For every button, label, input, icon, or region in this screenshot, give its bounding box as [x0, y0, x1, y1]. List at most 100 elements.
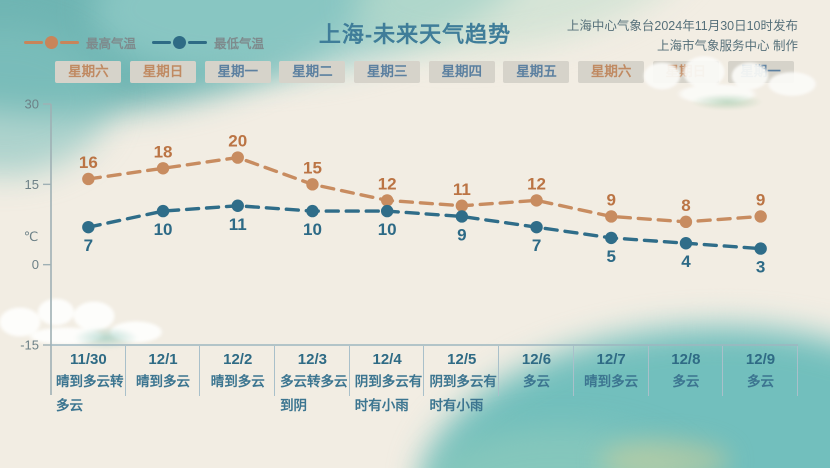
- forecast-date: 11/30: [69, 351, 107, 368]
- high-temp-point: [455, 199, 469, 212]
- high-temp-point: [380, 194, 394, 207]
- weekday-tab-8[interactable]: 星期六: [578, 61, 645, 83]
- high-temp-point: [306, 178, 319, 191]
- high-temp-value-label: 8: [681, 196, 690, 215]
- high-temp-marker-icon: [24, 36, 79, 49]
- table-divider: [348, 346, 350, 396]
- forecast-cell: 12/8 多云: [649, 346, 724, 418]
- weekday-cell: 星期日: [649, 61, 724, 83]
- table-divider: [647, 346, 649, 396]
- low-temp-value-label: 9: [457, 225, 466, 244]
- legend-label: 最低气温: [214, 37, 265, 51]
- weekday-cell: 星期四: [424, 61, 499, 83]
- high-temp-point: [605, 210, 618, 223]
- forecast-date: 12/8: [671, 351, 701, 368]
- weekday-tab-row: 星期六 星期日 星期一 星期二 星期三 星期四 星期五 星期六 星期日 星期一: [51, 61, 798, 83]
- high-temp-point: [231, 151, 244, 164]
- table-divider: [796, 346, 798, 396]
- publisher-maker-line: 上海市气象服务中心 制作: [657, 39, 798, 53]
- forecast-condition: 阴到多云有时有小雨: [429, 374, 497, 413]
- high-temp-value-label: 9: [607, 190, 616, 209]
- y-axis-unit-label: ℃: [24, 229, 39, 244]
- forecast-condition: 晴到多云: [584, 374, 639, 389]
- weekday-tab-3[interactable]: 星期一: [204, 61, 271, 83]
- high-temp-point: [679, 215, 693, 229]
- forecast-date: 12/2: [223, 351, 253, 368]
- weekday-tab-7[interactable]: 星期五: [503, 61, 570, 83]
- weekday-cell: 星期五: [499, 61, 574, 83]
- legend-label: 最高气温: [86, 37, 137, 51]
- forecast-date: 12/7: [596, 351, 626, 368]
- high-temp-value-label: 15: [303, 158, 322, 177]
- weekday-cell: 星期二: [275, 61, 350, 83]
- forecast-condition: 多云: [672, 374, 700, 389]
- low-temp-value-label: 10: [154, 220, 173, 239]
- weekday-tab-1[interactable]: 星期六: [55, 61, 122, 83]
- weekday-tab-9[interactable]: 星期日: [652, 61, 719, 83]
- table-divider: [722, 346, 724, 396]
- legend-item-high-temp[interactable]: 最高气温: [24, 33, 136, 52]
- forecast-date: 12/4: [372, 351, 402, 368]
- forecast-condition: 阴到多云有时有小雨: [354, 374, 423, 413]
- weekday-tab-6[interactable]: 星期四: [428, 61, 495, 83]
- cloud-decoration-bottom-left: [0, 286, 246, 352]
- forecast-condition: 晴到多云: [210, 374, 265, 389]
- forecast-condition: 多云: [522, 374, 550, 389]
- forecast-cell: 12/4 阴到多云有时有小雨: [350, 346, 425, 418]
- high-temp-value-label: 11: [453, 180, 471, 199]
- weekday-tab-2[interactable]: 星期日: [130, 61, 197, 83]
- weekday-cell: 星期六: [51, 61, 126, 83]
- low-temp-value-label: 11: [229, 215, 247, 234]
- weekday-cell: 星期三: [350, 61, 425, 83]
- forecast-cell: 12/3 多云转多云到阴: [275, 346, 350, 418]
- y-axis-tick-label: 0: [32, 257, 39, 272]
- high-temp-value-label: 18: [154, 142, 173, 161]
- forecast-date: 12/5: [447, 351, 477, 368]
- high-temp-value-label: 16: [79, 153, 98, 172]
- forecast-date: 12/3: [297, 351, 327, 368]
- weekday-tab-5[interactable]: 星期三: [354, 61, 421, 83]
- forecast-date: 12/9: [745, 351, 776, 368]
- weekday-tab-10[interactable]: 星期一: [727, 61, 794, 83]
- high-temp-line: [86, 155, 763, 224]
- forecast-cell: 12/2 晴到多云: [200, 346, 276, 418]
- high-temp-point: [82, 172, 95, 186]
- low-temp-value-label: 4: [681, 252, 691, 271]
- legend-item-low-temp[interactable]: 最低气温: [152, 33, 264, 52]
- high-temp-point: [156, 162, 170, 175]
- forecast-condition: 晴到多云: [136, 374, 191, 389]
- high-temp-value-label: 9: [756, 190, 765, 209]
- low-temp-point: [455, 210, 469, 223]
- low-temp-point: [156, 204, 170, 218]
- table-divider: [423, 346, 425, 396]
- high-temp-value-label: 12: [378, 174, 397, 193]
- table-divider: [274, 346, 276, 396]
- forecast-date: 12/6: [521, 351, 552, 368]
- low-temp-point: [380, 204, 394, 218]
- high-temp-point: [754, 210, 767, 223]
- low-temp-value-label: 5: [607, 247, 616, 266]
- low-temp-value-label: 7: [84, 236, 93, 255]
- high-temp-point: [530, 194, 543, 207]
- low-temp-value-label: 7: [532, 236, 541, 255]
- forecast-cell: 12/1 晴到多云: [126, 346, 201, 418]
- forecast-cell: 12/7 晴到多云: [574, 346, 649, 418]
- forecast-condition: 晴到多云转多云: [56, 374, 124, 413]
- low-temp-line: [86, 204, 763, 251]
- weekday-tab-4[interactable]: 星期二: [279, 61, 346, 83]
- weekday-cell: 星期六: [574, 61, 649, 83]
- table-divider: [124, 346, 126, 396]
- forecast-cell: 12/9 多云: [723, 346, 798, 418]
- low-temp-value-label: 10: [378, 220, 397, 239]
- forecast-condition: 多云: [747, 374, 775, 389]
- low-temp-point: [231, 199, 244, 212]
- low-temp-value-label: 10: [303, 220, 322, 239]
- low-temp-point: [530, 220, 543, 234]
- table-divider: [199, 346, 201, 396]
- table-divider: [498, 346, 500, 396]
- forecast-condition: 多云转多云到阴: [280, 374, 348, 413]
- low-temp-point: [605, 231, 618, 245]
- low-temp-marker-icon: [152, 36, 208, 49]
- high-temp-value-label: 12: [527, 174, 546, 193]
